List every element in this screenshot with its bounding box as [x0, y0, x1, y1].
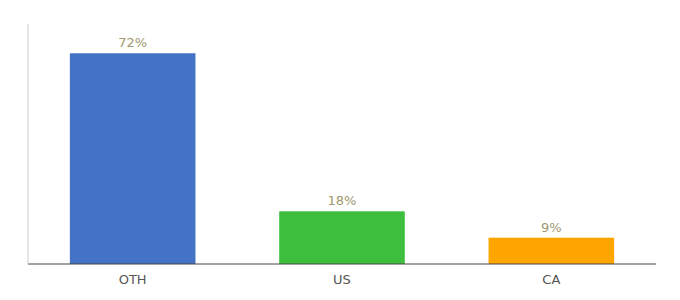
x-axis-line	[28, 264, 656, 265]
page: {"chart_data": {"type": "bar", "categori…	[0, 0, 680, 300]
x-tick-label: OTH	[119, 272, 147, 287]
chart: OTH US CA 72% 18% 9%	[0, 0, 680, 300]
chart-container: OTH US CA 72% 18% 9%	[0, 0, 680, 300]
bar	[279, 211, 405, 264]
data-label: 18%	[328, 193, 357, 208]
y-axis-line	[28, 24, 29, 264]
x-tick-label: US	[333, 272, 351, 287]
bar	[70, 53, 196, 264]
plot-area	[28, 24, 656, 264]
x-tick-label: CA	[542, 272, 560, 287]
data-label: 72%	[118, 35, 147, 50]
bar	[489, 238, 615, 264]
bars	[70, 53, 614, 264]
data-label: 9%	[541, 220, 562, 235]
